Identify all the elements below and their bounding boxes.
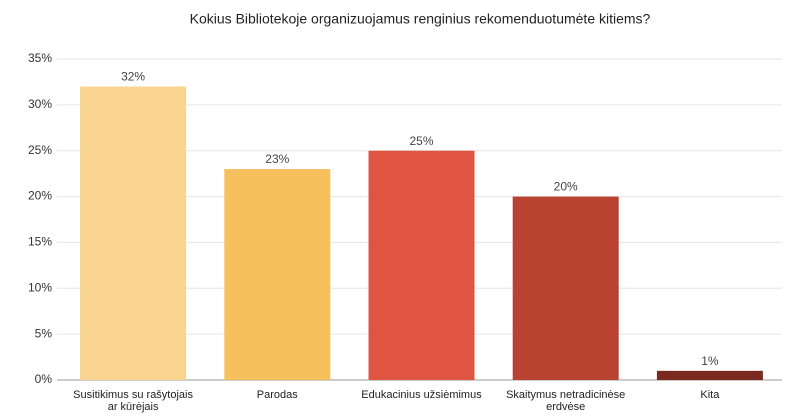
x-tick-label: Kita [700, 389, 720, 401]
y-tick-label: 10% [28, 280, 52, 294]
x-tick-label-box: Susitikimus su rašytojais ar kūrėjais [73, 389, 193, 413]
x-tick-label-box: Parodas [256, 389, 298, 401]
x-tick-label: Edukacinius užsiėmimus [361, 389, 482, 401]
bar [224, 169, 331, 380]
x-tick-label-box: Edukacinius užsiėmimus [361, 389, 482, 401]
x-tick-label: Skaitymus netradicinėse erdvėse [506, 389, 626, 413]
y-tick-label: 0% [35, 372, 53, 386]
value-label: 23% [265, 152, 289, 166]
y-tick-label: 5% [35, 326, 53, 340]
y-tick-label: 35% [28, 51, 52, 65]
bar [512, 196, 619, 380]
bar [656, 370, 763, 380]
y-tick-label: 30% [28, 97, 52, 111]
y-tick-label: 20% [28, 189, 52, 203]
x-tick-label: Susitikimus su rašytojais ar kūrėjais [73, 389, 193, 413]
value-label: 32% [121, 70, 145, 84]
bar [80, 86, 187, 380]
y-tick-label: 15% [28, 235, 52, 249]
value-label: 1% [701, 354, 719, 368]
x-tick-label-box: Kita [700, 389, 720, 401]
x-tick-label: Parodas [256, 389, 298, 401]
chart-title: Kokius Bibliotekoje organizuojamus rengi… [190, 11, 651, 27]
y-tick-label: 25% [28, 143, 52, 157]
value-label: 25% [409, 134, 433, 148]
x-tick-label-box: Skaitymus netradicinėse erdvėse [506, 389, 626, 413]
bar [368, 150, 475, 380]
value-label: 20% [554, 180, 578, 194]
